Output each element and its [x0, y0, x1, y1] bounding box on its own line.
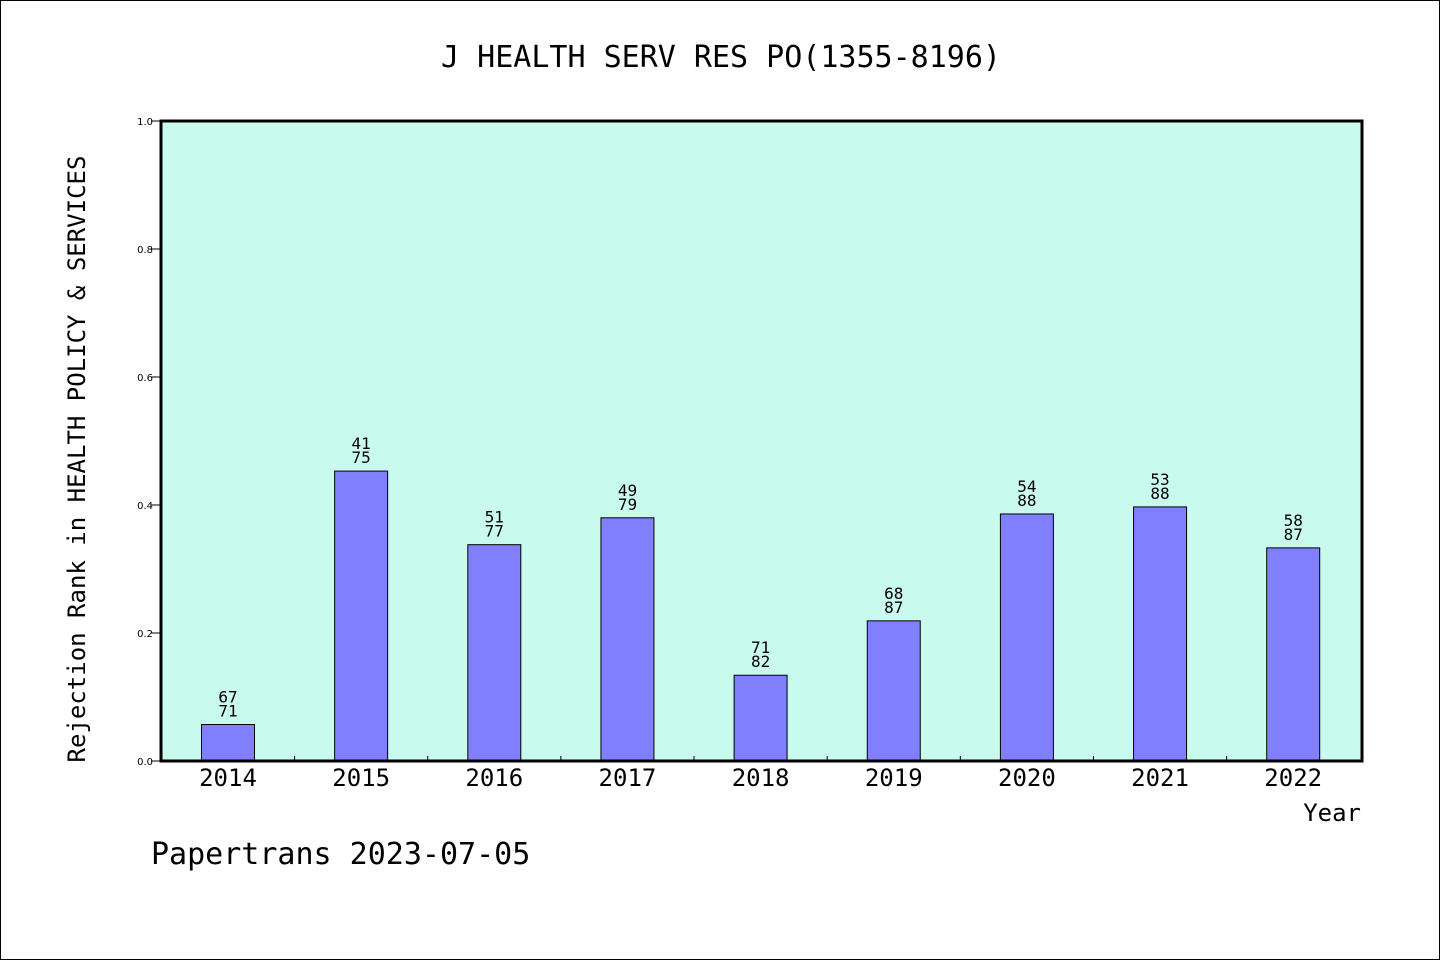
- y-tick-label: 0.0: [137, 757, 153, 768]
- data-label-2017: 79: [618, 495, 637, 514]
- chart-title: J HEALTH SERV RES PO(1355-8196): [441, 40, 1001, 75]
- y-axis-label: Rejection Rank in HEALTH POLICY & SERVIC…: [63, 156, 91, 763]
- y-tick-label: 1.0: [137, 117, 153, 128]
- y-tick-label: 0.6: [137, 373, 153, 384]
- x-tick-label: 2014: [199, 764, 257, 792]
- plot-border: [159, 119, 1364, 763]
- bar-2016: [467, 544, 522, 762]
- x-tick-label: 2015: [332, 764, 390, 792]
- y-tick-label: 0.2: [137, 629, 153, 640]
- data-label-2016: 77: [485, 522, 504, 541]
- data-label-2020: 88: [1017, 491, 1036, 510]
- data-label-2018: 71: [751, 638, 770, 657]
- data-label-2016: 51: [485, 508, 504, 527]
- y-tick-label: 0.8: [137, 245, 153, 256]
- bar-2020: [999, 513, 1054, 762]
- bar-2018: [733, 674, 788, 762]
- bars-group: [201, 470, 1321, 762]
- data-label-2014: 71: [218, 702, 237, 721]
- data-label-2015: 75: [352, 448, 371, 467]
- data-label-2021: 88: [1150, 484, 1169, 503]
- bar-2017: [600, 517, 655, 762]
- data-label-2021: 53: [1150, 470, 1169, 489]
- x-tick-label: 2021: [1131, 764, 1189, 792]
- bar-2015: [334, 470, 389, 762]
- data-label-2022: 58: [1284, 511, 1303, 530]
- x-tick-label: 2019: [865, 764, 923, 792]
- bar-2022: [1266, 547, 1321, 762]
- bar-2021: [1133, 506, 1188, 762]
- footer-credit: Papertrans 2023-07-05: [151, 837, 530, 872]
- x-tick-label: 2020: [998, 764, 1056, 792]
- y-axis: 0.0 0.2 0.4 0.6 0.8 1.0: [137, 117, 161, 768]
- bar-2014: [201, 724, 255, 762]
- x-axis-label: Year: [1303, 799, 1361, 827]
- x-tick-label: 2022: [1264, 764, 1322, 792]
- data-label-2017: 49: [618, 481, 637, 500]
- data-label-2020: 54: [1017, 477, 1036, 496]
- bar-2019: [866, 620, 921, 762]
- data-label-2018: 82: [751, 652, 770, 671]
- x-tick-label: 2018: [732, 764, 790, 792]
- data-label-2022: 87: [1284, 525, 1303, 544]
- x-tick-label: 2016: [465, 764, 523, 792]
- data-label-2019: 87: [884, 598, 903, 617]
- y-tick-label: 0.4: [137, 501, 153, 512]
- data-label-2014: 67: [218, 688, 237, 707]
- data-label-2019: 68: [884, 584, 903, 603]
- x-tick-label: 2017: [599, 764, 657, 792]
- data-label-2015: 41: [352, 434, 371, 453]
- x-axis: 2014 2015 2016 2017 2018 2019 2020 2021 2022: [199, 756, 1322, 792]
